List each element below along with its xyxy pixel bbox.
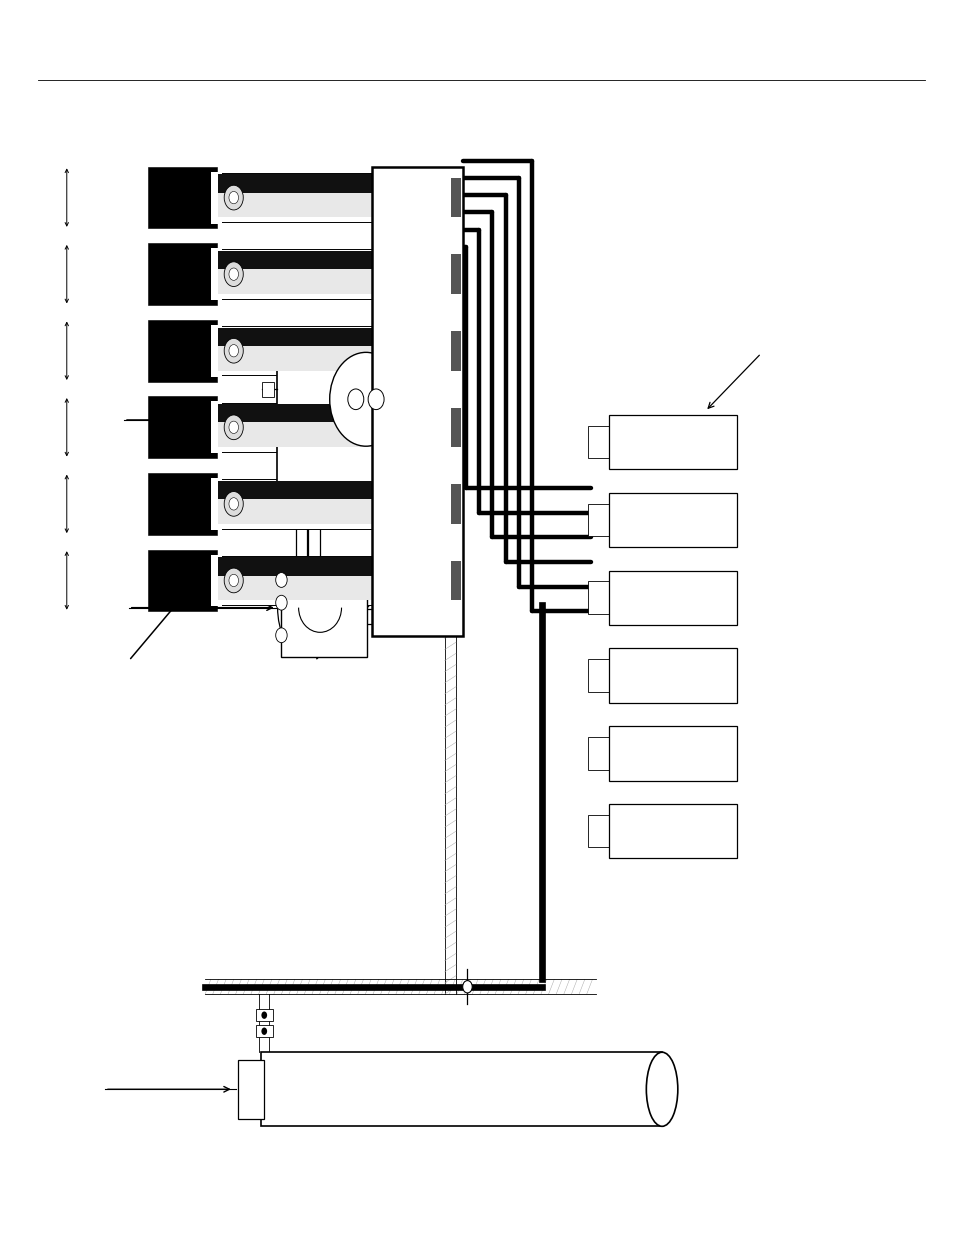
Bar (218, 480, 442, 501)
Circle shape (348, 389, 363, 410)
Bar (148, 167, 216, 228)
Bar (587, 426, 608, 458)
Bar (451, 561, 460, 600)
Bar (587, 659, 608, 692)
Bar (211, 325, 222, 377)
Bar (216, 173, 445, 222)
Bar (216, 556, 445, 605)
Bar (211, 248, 222, 300)
Bar (238, 1060, 264, 1119)
Circle shape (224, 338, 243, 363)
Circle shape (224, 415, 243, 440)
Bar (218, 346, 442, 370)
Bar (148, 320, 216, 382)
Circle shape (261, 1011, 267, 1019)
Bar (608, 726, 737, 781)
Circle shape (224, 492, 243, 516)
Circle shape (229, 345, 238, 357)
Bar (211, 478, 222, 530)
Bar (372, 167, 462, 636)
Circle shape (224, 568, 243, 593)
Bar (608, 804, 737, 858)
Polygon shape (402, 378, 449, 420)
Circle shape (229, 421, 238, 433)
Bar (451, 408, 460, 447)
Bar (608, 648, 737, 703)
Bar (418, 177, 442, 219)
Bar (218, 251, 442, 272)
Circle shape (229, 268, 238, 280)
Bar (608, 571, 737, 625)
Bar (608, 493, 737, 547)
Bar (587, 737, 608, 769)
Circle shape (462, 981, 472, 993)
Circle shape (224, 262, 243, 287)
Bar (418, 559, 442, 601)
Bar (451, 178, 460, 217)
Bar (451, 484, 460, 524)
Circle shape (275, 627, 287, 642)
Circle shape (275, 573, 287, 588)
Bar (418, 253, 442, 295)
Bar (148, 396, 216, 458)
Bar (261, 1052, 661, 1126)
Bar (418, 330, 442, 372)
Bar (218, 576, 442, 600)
Circle shape (261, 1028, 267, 1035)
Bar (276, 340, 448, 482)
Bar (148, 243, 216, 305)
Bar (218, 499, 442, 524)
Bar (218, 193, 442, 217)
Bar (451, 254, 460, 294)
Ellipse shape (646, 1052, 677, 1126)
Bar (587, 504, 608, 536)
Bar (218, 557, 442, 578)
Bar (216, 479, 445, 529)
Bar (211, 401, 222, 453)
Bar (218, 404, 442, 425)
Bar (211, 172, 222, 224)
Bar (608, 415, 737, 469)
Bar (218, 174, 442, 195)
Bar (218, 327, 442, 348)
Bar (148, 473, 216, 535)
Circle shape (368, 389, 384, 410)
Circle shape (229, 574, 238, 587)
Bar (148, 550, 216, 611)
Circle shape (229, 191, 238, 204)
Bar (255, 1025, 273, 1037)
Bar (218, 422, 442, 447)
Bar (218, 269, 442, 294)
Bar (281, 558, 367, 657)
Circle shape (275, 595, 287, 610)
Bar (216, 249, 445, 299)
Bar (262, 382, 274, 396)
Circle shape (224, 185, 243, 210)
Bar (451, 331, 460, 370)
Bar (418, 406, 442, 448)
Bar (216, 326, 445, 375)
Bar (418, 483, 442, 525)
Bar (216, 403, 445, 452)
Bar (255, 1009, 273, 1021)
Circle shape (330, 352, 402, 446)
Circle shape (229, 498, 238, 510)
Bar (587, 582, 608, 614)
Bar (211, 555, 222, 606)
Bar (587, 815, 608, 847)
